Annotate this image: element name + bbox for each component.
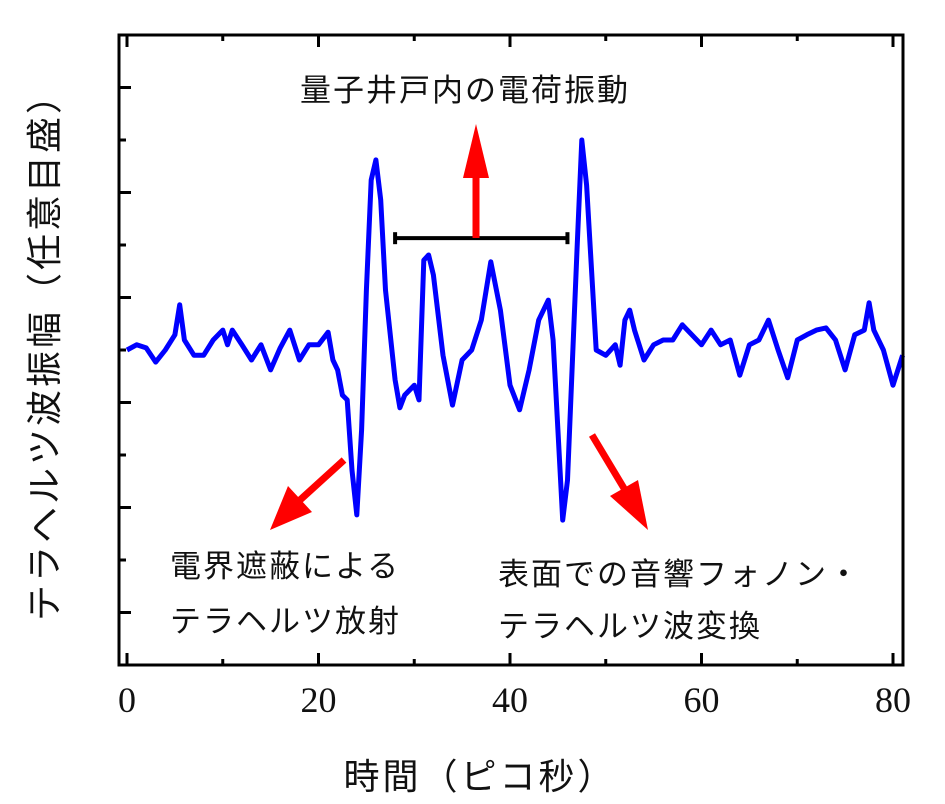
annotation-right-line2: テラヘルツ波変換 [498,609,762,645]
y-axis-label: テラヘルツ波振幅（任意目盛） [25,75,66,622]
x-tick-label: 60 [684,680,720,720]
bracket-charge-oscillation [393,232,570,245]
annotation-right-line1: 表面での音響フォノン・ [498,557,861,593]
x-tick-label: 80 [875,680,911,720]
arrow-left-down [270,457,347,530]
annotation-left-line1: 電界遮蔽による [170,549,401,585]
arrow-right-down [588,433,648,530]
x-tick-label: 40 [492,680,528,720]
x-tick-label: 20 [301,680,337,720]
x-axis-label: 時間（ピコ秒） [343,757,617,798]
arrow-up [463,124,489,238]
annotation-left-line2: テラヘルツ放射 [170,604,401,640]
x-tick-label: 0 [118,680,136,720]
series-line-terahertz [125,137,905,523]
x-tick-labels: 0 20 40 60 80 [118,680,911,720]
annotation-top: 量子井戸内の電荷振動 [300,73,630,109]
plot-frame [117,33,905,667]
